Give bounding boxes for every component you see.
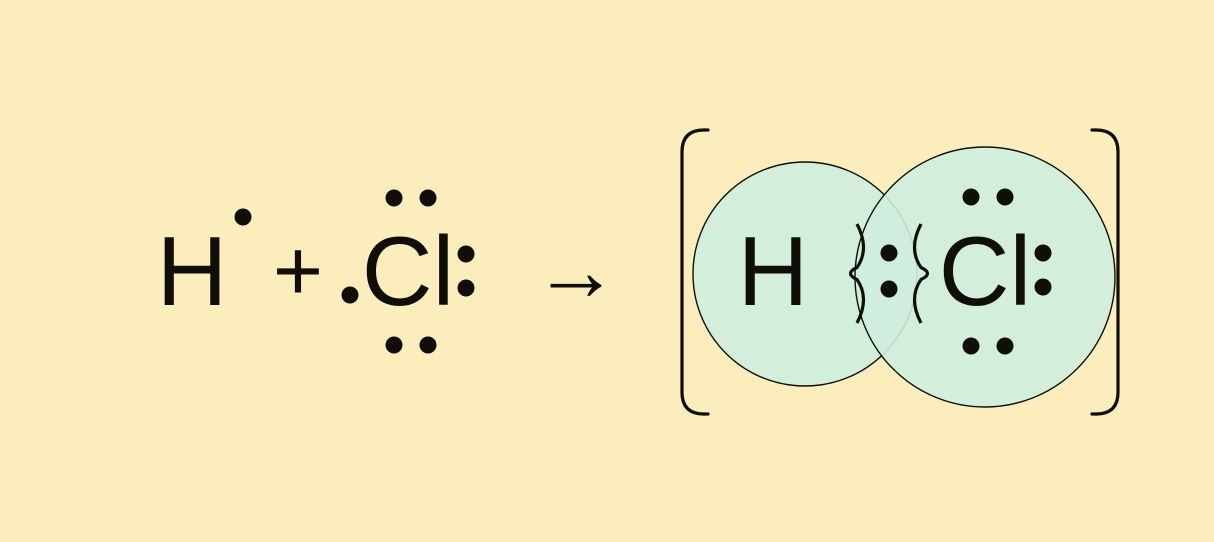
diagram-container: H + Cl → H Cl [0, 0, 1214, 542]
reactant-cl-dot-5 [458, 280, 475, 297]
product-cl-dot-2 [963, 338, 980, 355]
product-cl-label: Cl [939, 216, 1032, 326]
reactant-h-label: H [157, 216, 228, 326]
shared-pair-dot-1 [881, 281, 898, 298]
product-cl-dot-3 [997, 338, 1014, 355]
lewis-diagram-svg: H + Cl → H Cl [0, 0, 1214, 542]
product-h-label: H [738, 216, 809, 326]
reactant-cl-dot-0 [386, 190, 403, 207]
shared-pair-dot-0 [881, 245, 898, 262]
product-cl-dot-5 [1035, 279, 1052, 296]
product-cl-dot-0 [963, 189, 980, 206]
reactant-cl-dot-2 [386, 337, 403, 354]
product-cl-dot-1 [997, 189, 1014, 206]
arrow: → [533, 223, 619, 319]
reactant-cl-dot-3 [420, 337, 437, 354]
reactant-cl-dot-4 [458, 246, 475, 263]
reactant-cl-dot-6 [342, 287, 359, 304]
plus-operator: + [273, 223, 323, 319]
reactant-h-dot-0 [235, 209, 252, 226]
reactant-cl-label: Cl [362, 216, 455, 326]
product-cl-dot-4 [1035, 245, 1052, 262]
reactant-cl-dot-1 [420, 190, 437, 207]
